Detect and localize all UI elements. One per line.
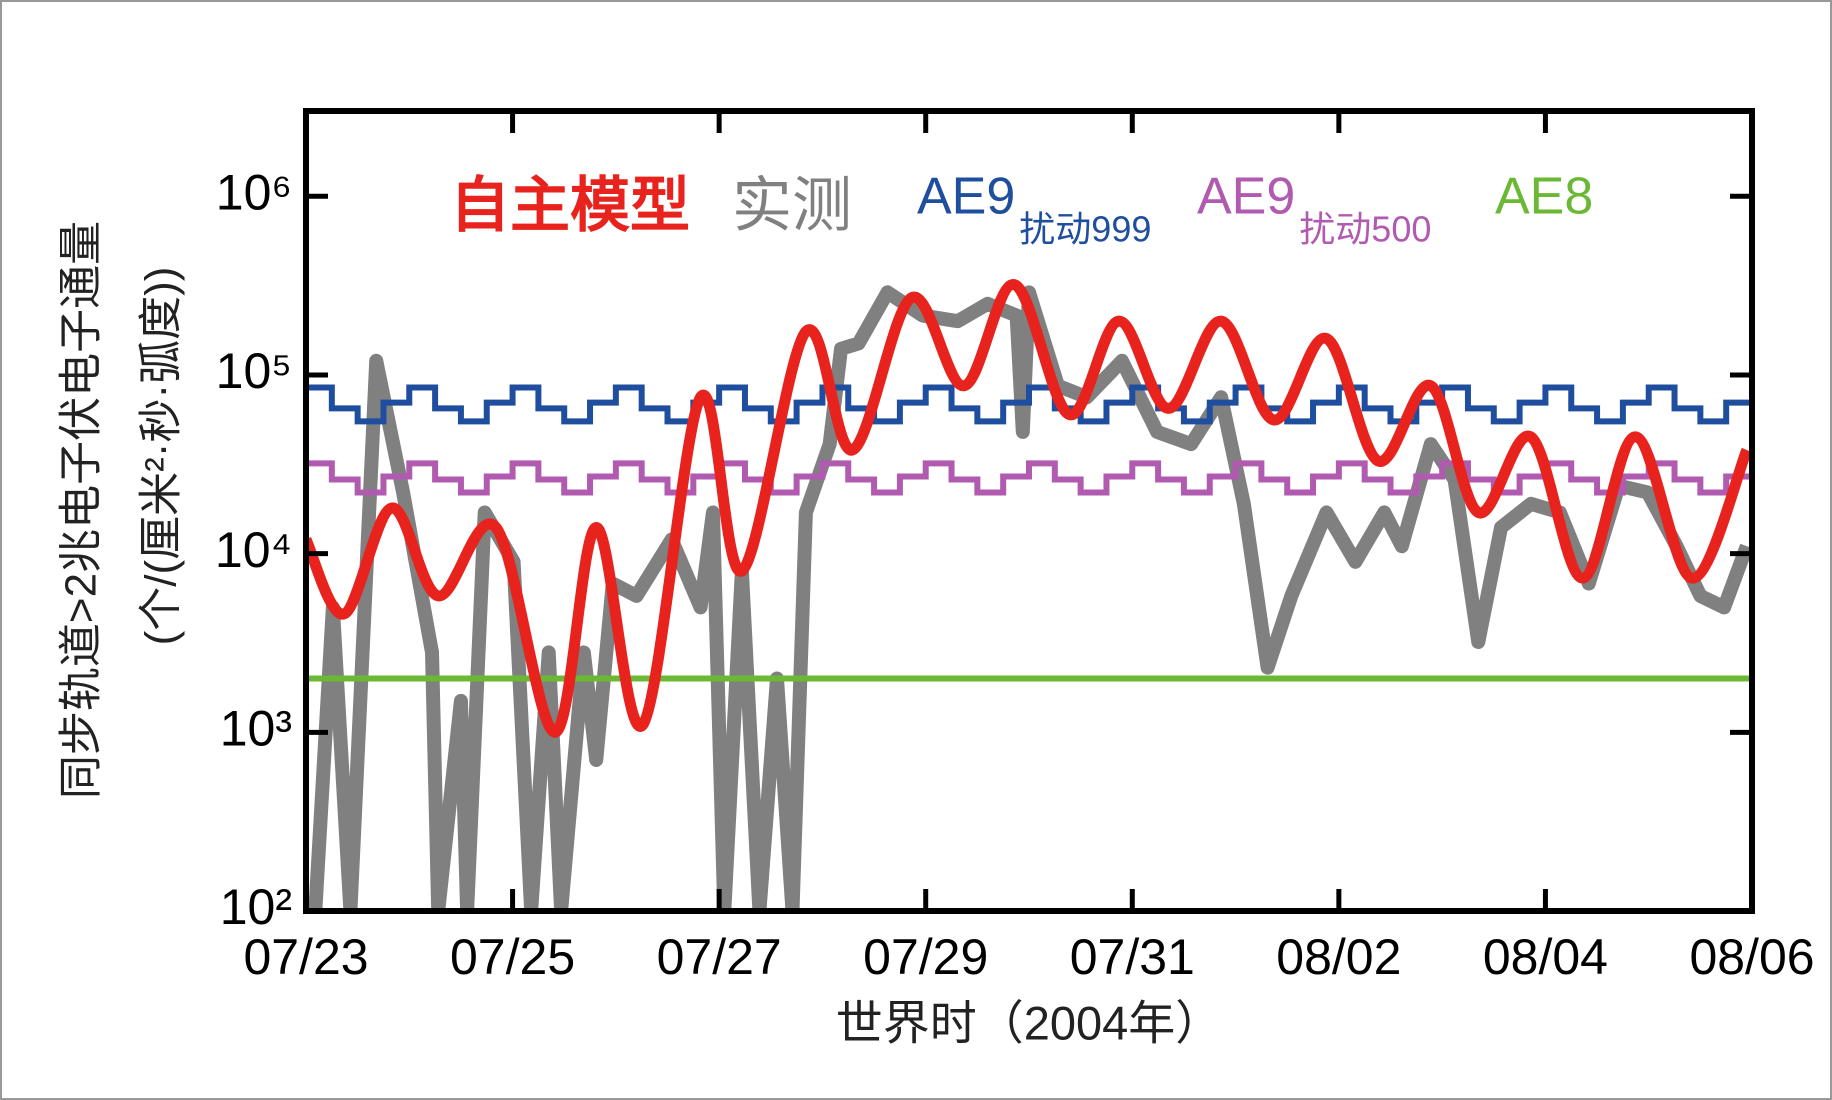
series-group xyxy=(306,279,1752,911)
x-tick-label: 07/23 xyxy=(243,929,368,985)
legend-label: AE9 xyxy=(1197,168,1295,226)
legend-label: 实测 xyxy=(732,172,852,239)
axes-box xyxy=(303,108,1755,914)
y-axis-label: 同步轨道>2兆电子伏电子通量 xyxy=(57,221,106,799)
y-tick-label: 10⁶ xyxy=(216,164,292,220)
x-tick-label: 07/31 xyxy=(1070,929,1195,985)
y-axis-label: (个/(厘米²·秒·弧度)) xyxy=(137,267,186,646)
legend-subscript: 扰动500 xyxy=(1299,209,1431,250)
x-axis-label: 世界时（2004年） xyxy=(836,996,1223,1049)
series-line xyxy=(306,460,1752,496)
y-tick-label: 10⁴ xyxy=(215,522,292,578)
series-line xyxy=(306,384,1752,425)
legend-label: AE8 xyxy=(1495,168,1593,226)
x-tick-label: 07/27 xyxy=(657,929,782,985)
x-tick-label: 07/25 xyxy=(450,929,575,985)
legend-label: AE9 xyxy=(917,168,1015,226)
y-tick-label: 10³ xyxy=(220,701,292,757)
y-tick-label: 10² xyxy=(220,879,292,935)
legend-subscript: 扰动999 xyxy=(1019,209,1151,250)
x-tick-label: 08/04 xyxy=(1483,929,1608,985)
y-tick-label: 10⁵ xyxy=(216,343,292,399)
x-tick-label: 07/29 xyxy=(863,929,988,985)
series-line xyxy=(306,279,1752,738)
x-tick-label: 08/02 xyxy=(1276,929,1401,985)
x-tick-label: 08/06 xyxy=(1689,929,1814,985)
legend-label: 自主模型 xyxy=(450,172,690,239)
